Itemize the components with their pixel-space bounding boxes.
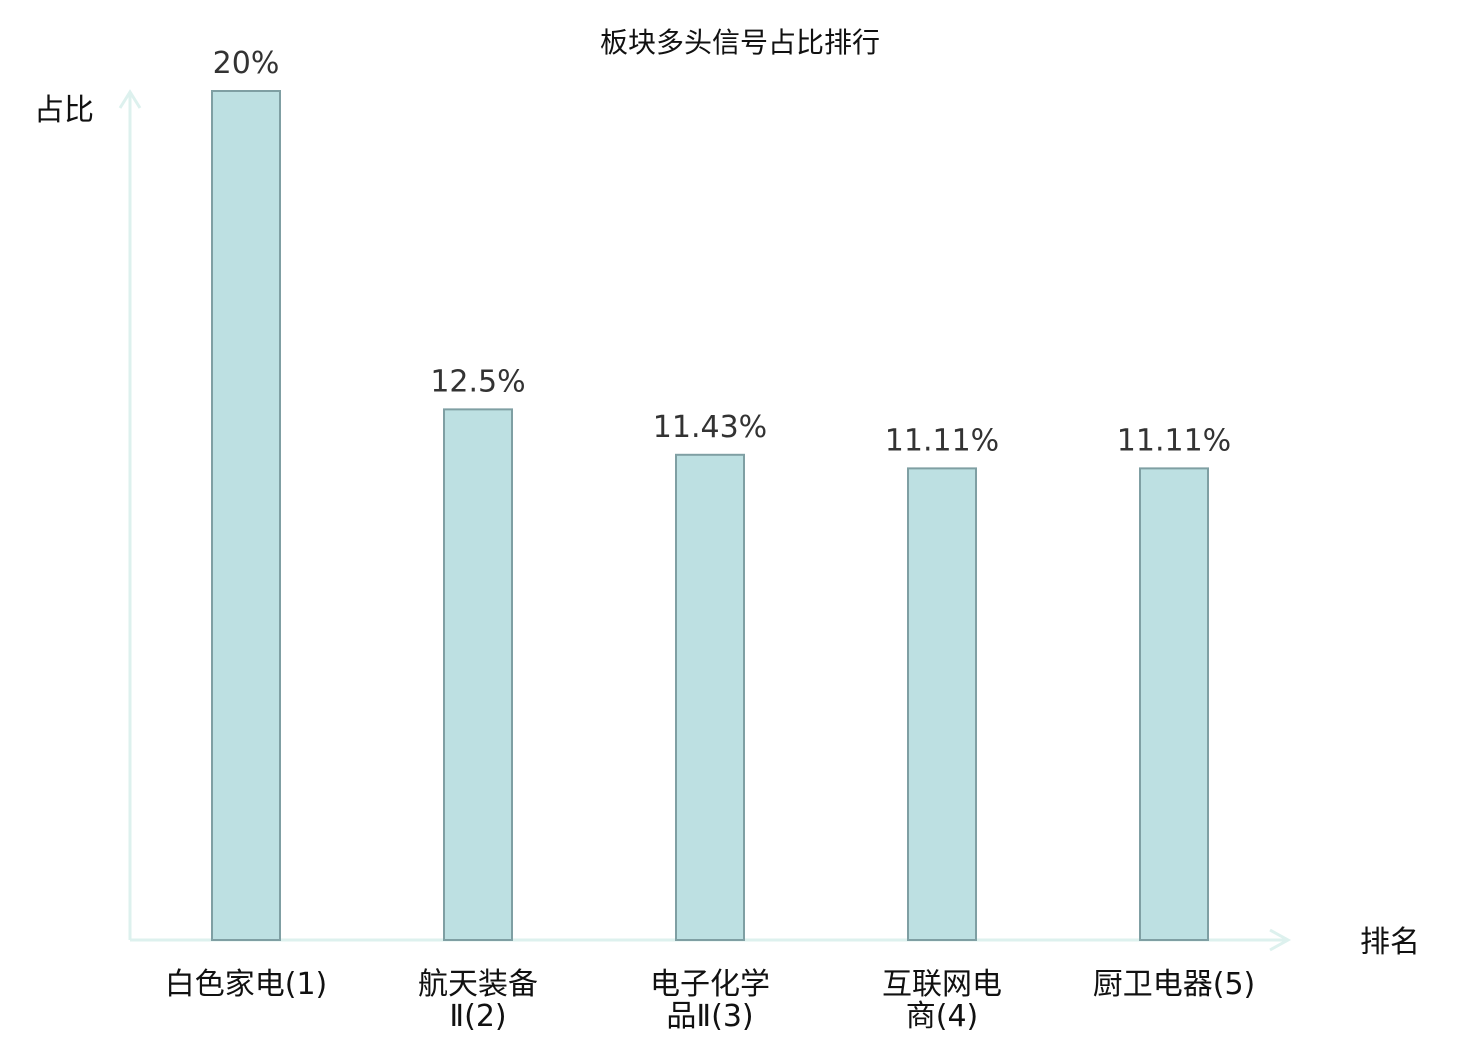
value-label-2: 12.5% xyxy=(430,364,525,399)
y-axis xyxy=(118,89,142,940)
category-label-1: 白色家电(1) xyxy=(165,967,328,1002)
value-label-3: 11.43% xyxy=(653,410,767,445)
y-axis-label: 占比 xyxy=(34,93,94,128)
bar-3 xyxy=(675,453,745,941)
category-label-3: 电子化学品Ⅱ(3) xyxy=(650,967,770,1034)
bar-2 xyxy=(443,408,513,941)
bar-1 xyxy=(211,90,281,941)
bar-5 xyxy=(1139,467,1209,941)
category-label-2: 航天装备 Ⅱ(2) xyxy=(418,967,538,1034)
chart-title: 板块多头信号占比排行 xyxy=(600,26,880,59)
value-label-4: 11.11% xyxy=(885,423,999,458)
x-axis-label: 排名 xyxy=(1360,925,1420,960)
category-labels: 白色家电(1) 航天装备 Ⅱ(2) 电子化学品Ⅱ(3) 互联网电商(4) 厨卫电器(5) xyxy=(165,967,1256,1034)
value-label-1: 20% xyxy=(213,46,280,81)
value-labels: 20% 12.5% 11.43% 11.11% 11.11% xyxy=(213,46,1232,458)
category-label-5: 厨卫电器(5) xyxy=(1093,967,1256,1002)
bar-4 xyxy=(907,467,977,941)
category-label-4: 互联网电商(4) xyxy=(882,967,1002,1034)
bar-series xyxy=(211,90,1209,941)
value-label-5: 11.11% xyxy=(1117,423,1231,458)
